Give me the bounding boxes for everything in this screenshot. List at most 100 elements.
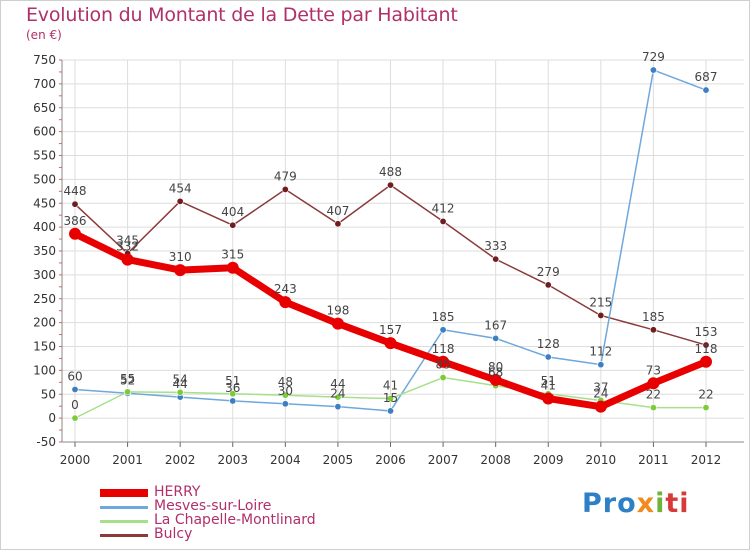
- legend-swatch: [100, 534, 148, 537]
- data-label: 333: [484, 239, 507, 253]
- y-tick-label: 200: [33, 316, 56, 330]
- y-tick-label: 50: [41, 387, 56, 401]
- y-tick-label: 400: [33, 220, 56, 234]
- data-label: 185: [432, 310, 455, 324]
- data-point: [176, 388, 184, 396]
- data-point: [281, 400, 289, 408]
- y-tick-label: -50: [36, 435, 56, 449]
- data-label: 85: [435, 358, 450, 372]
- data-point: [437, 355, 450, 368]
- data-point: [597, 361, 605, 369]
- data-point: [334, 393, 342, 401]
- data-label: 310: [169, 250, 192, 264]
- data-point: [702, 86, 710, 94]
- legend-label: HERRY: [154, 484, 201, 500]
- x-tick-label: 2006: [375, 453, 406, 467]
- data-label: 488: [379, 165, 402, 179]
- data-label: 386: [64, 214, 87, 228]
- data-label: 243: [274, 282, 297, 296]
- data-point: [439, 374, 447, 382]
- data-point: [702, 341, 710, 349]
- data-label: 37: [593, 380, 608, 394]
- data-label: 24: [593, 387, 608, 401]
- data-label: 60: [67, 369, 82, 383]
- data-label: 412: [432, 201, 455, 215]
- y-tick-label: 550: [33, 149, 56, 163]
- data-point: [174, 264, 187, 277]
- data-point: [384, 337, 397, 350]
- legend-item: Bulcy: [100, 526, 400, 542]
- y-tick-label: 450: [33, 196, 56, 210]
- y-tick-label: 750: [33, 53, 56, 67]
- x-tick-label: 2011: [638, 453, 669, 467]
- data-label: 215: [589, 295, 612, 309]
- data-point: [700, 355, 712, 368]
- data-label: 54: [173, 372, 188, 386]
- data-label: 332: [116, 240, 139, 254]
- data-point: [229, 390, 237, 398]
- data-point: [649, 66, 657, 74]
- data-point: [439, 326, 447, 334]
- data-label: 48: [278, 375, 293, 389]
- data-label: 315: [221, 248, 244, 262]
- data-point: [281, 185, 289, 193]
- legend-swatch: [100, 506, 148, 509]
- x-tick-label: 2000: [60, 453, 91, 467]
- data-label: 68: [488, 366, 503, 380]
- legend-label: Bulcy: [154, 526, 193, 542]
- x-tick-label: 2001: [112, 453, 143, 467]
- y-tick-label: 350: [33, 244, 56, 258]
- data-label: 448: [64, 184, 87, 198]
- data-label: 479: [274, 169, 297, 183]
- x-tick-label: 2007: [428, 453, 459, 467]
- data-point: [544, 281, 552, 289]
- data-point: [71, 385, 79, 393]
- legend-item: HERRY: [100, 484, 400, 500]
- data-label: 185: [642, 310, 665, 324]
- data-label: 345: [116, 233, 139, 247]
- data-point: [439, 217, 447, 225]
- data-label: 22: [698, 388, 713, 402]
- data-point: [489, 373, 502, 386]
- legend-label: Mesves-sur-Loire: [154, 498, 272, 514]
- data-label: 41: [383, 379, 398, 393]
- y-tick-label: 600: [33, 125, 56, 139]
- data-point: [121, 253, 134, 266]
- x-tick-label: 2010: [586, 453, 617, 467]
- data-label: 51: [541, 374, 556, 388]
- data-label: 687: [695, 70, 718, 84]
- data-point: [594, 400, 607, 413]
- x-tick-label: 2012: [691, 453, 722, 467]
- data-point: [124, 388, 132, 396]
- data-point: [71, 200, 79, 208]
- data-label: 30: [278, 384, 293, 398]
- data-point: [597, 311, 605, 319]
- data-label: 22: [646, 388, 661, 402]
- data-point: [229, 397, 237, 405]
- y-tick-label: 300: [33, 268, 56, 282]
- x-tick-label: 2005: [323, 453, 354, 467]
- y-tick-label: 0: [48, 411, 56, 425]
- data-label: 15: [383, 391, 398, 405]
- data-label: 729: [642, 50, 665, 64]
- data-point: [229, 221, 237, 229]
- data-label: 198: [326, 304, 349, 318]
- data-point: [334, 220, 342, 228]
- data-label: 55: [120, 372, 135, 386]
- data-label: 454: [169, 181, 192, 195]
- data-label: 36: [225, 381, 240, 395]
- data-label: 404: [221, 205, 244, 219]
- data-label: 0: [71, 398, 79, 412]
- data-label: 118: [432, 342, 455, 356]
- data-label: 41: [541, 379, 556, 393]
- data-point: [71, 414, 79, 422]
- data-label: 157: [379, 323, 402, 337]
- data-label: 51: [225, 374, 240, 388]
- y-tick-label: 650: [33, 101, 56, 115]
- data-label: 44: [330, 377, 345, 391]
- data-point: [647, 377, 660, 390]
- data-point: [544, 353, 552, 361]
- data-label: 128: [537, 337, 560, 351]
- chart-title: Evolution du Montant de la Dette par Hab…: [26, 4, 458, 26]
- data-point: [492, 255, 500, 263]
